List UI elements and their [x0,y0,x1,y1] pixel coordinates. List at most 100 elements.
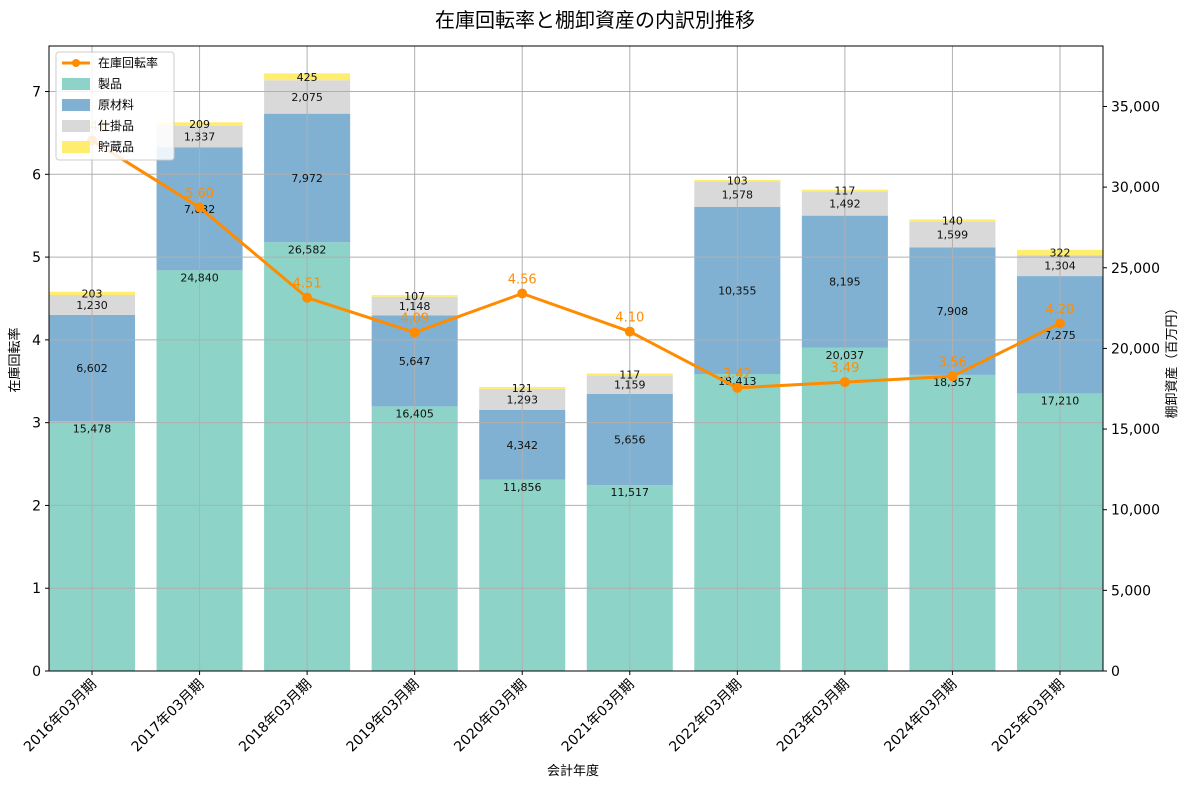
turnover-label-3: 4.09 [400,311,429,326]
y-tick-left-5: 5 [32,250,41,266]
x-tick-3: 2019年03月期 [344,677,423,756]
turnover-point-3 [409,327,420,338]
legend-line-marker [72,59,80,67]
turnover-label-7: 3.49 [830,361,859,376]
segment-label-2-1: 1,337 [184,130,216,143]
turnover-point-6 [732,382,743,393]
segment-label-1-3: 5,647 [399,355,431,368]
segment-label-3-9: 322 [1049,246,1070,259]
segment-label-3-5: 117 [619,368,640,381]
turnover-point-9 [1054,318,1065,329]
y-axis-label-left: 在庫回転率 [7,327,23,392]
segment-label-0-8: 18,357 [933,376,972,389]
segment-label-2-5: 1,159 [614,379,646,392]
turnover-label-9: 4.20 [1046,302,1075,317]
legend-label-line: 在庫回転率 [98,55,158,70]
segment-label-0-6: 18,413 [718,375,757,388]
segment-label-1-6: 10,355 [718,285,757,298]
segment-label-2-2: 2,075 [291,91,323,104]
y-tick-left-4: 4 [32,333,41,349]
segment-label-2-8: 1,599 [937,228,969,241]
segment-label-2-9: 1,304 [1044,260,1076,273]
segment-label-2-6: 1,578 [722,188,754,201]
x-tick-1: 2017年03月期 [129,677,208,756]
chart-title: 在庫回転率と棚卸資産の内訳別推移 [435,8,755,32]
y-tick-right-1: 5,000 [1111,583,1151,599]
plot-frame [48,45,1104,672]
legend-swatch-2 [62,120,90,132]
segment-label-0-7: 20,037 [826,349,865,362]
y-tick-left-1: 1 [32,581,41,597]
segment-label-1-9: 7,275 [1044,329,1076,342]
y-tick-left-6: 6 [32,167,41,183]
turnover-label-5: 4.10 [615,311,644,326]
segment-label-0-0: 15,478 [73,422,112,435]
legend-swatch-0 [62,78,90,90]
x-tick-0: 2016年03月期 [21,677,100,756]
x-tick-8: 2024年03月期 [881,677,960,756]
segment-label-3-4: 121 [512,382,533,395]
y-tick-left-3: 3 [32,416,41,432]
turnover-label-2: 4.51 [293,277,322,292]
segment-label-0-1: 24,840 [180,271,219,284]
segment-label-0-3: 16,405 [395,407,434,420]
segment-label-3-2: 425 [297,71,318,84]
segment-label-1-7: 8,195 [829,276,861,289]
segment-label-1-5: 5,656 [614,434,646,447]
segment-label-3-6: 103 [727,175,748,188]
x-tick-9: 2025年03月期 [989,677,1068,756]
segment-label-0-9: 17,210 [1041,394,1080,407]
turnover-label-8: 3.56 [938,355,967,370]
segment-label-3-0: 203 [82,287,103,300]
legend-label-1: 原材料 [98,98,134,112]
turnover-point-5 [624,326,635,337]
segment-label-3-3: 107 [404,290,425,303]
legend-swatch-3 [62,141,90,153]
x-tick-6: 2022年03月期 [666,677,745,756]
y-tick-left-0: 0 [32,664,41,680]
turnover-point-8 [947,371,958,382]
segment-label-0-5: 11,517 [611,486,650,499]
legend-label-2: 仕掛品 [98,118,134,133]
segment-label-2-7: 1,492 [829,198,861,211]
y-tick-right-2: 10,000 [1111,503,1160,519]
turnover-line [91,139,1061,390]
segment-label-2-3: 1,148 [399,300,431,313]
segment-label-0-2: 26,582 [288,243,327,256]
x-tick-4: 2020年03月期 [451,677,530,756]
y-tick-right-4: 20,000 [1111,341,1160,357]
segment-label-2-0: 1,230 [76,299,108,312]
segment-label-3-8: 140 [942,214,963,227]
turnover-point-4 [517,288,528,299]
y-tick-right-5: 25,000 [1111,261,1160,277]
turnover-label-6: 3.42 [723,367,752,382]
y-tick-right-7: 35,000 [1111,99,1160,115]
x-tick-7: 2023年03月期 [774,677,853,756]
y-tick-right-0: 0 [1111,664,1120,680]
y-tick-left-2: 2 [32,498,41,514]
x-axis-label: 会計年度 [547,763,599,779]
segment-label-1-4: 4,342 [506,439,538,452]
segment-label-1-2: 7,972 [291,172,323,185]
x-tick-2: 2018年03月期 [236,677,315,756]
legend-label-0: 製品 [98,77,122,91]
turnover-label-1: 5.60 [185,186,214,201]
segment-label-3-7: 117 [834,185,855,198]
x-tick-5: 2021年03月期 [559,677,638,756]
y-tick-left-7: 7 [32,85,41,101]
y-axis-label-right: 棚卸資産（百万円） [1164,301,1180,418]
legend-label-3: 貯蔵品 [98,140,134,154]
y-tick-right-3: 15,000 [1111,422,1160,438]
segment-label-1-0: 6,602 [76,362,108,375]
segment-label-2-4: 1,293 [506,393,538,406]
legend-swatch-1 [62,99,90,111]
segment-label-0-4: 11,856 [503,481,542,494]
turnover-point-1 [194,202,205,213]
y-tick-right-6: 30,000 [1111,180,1160,196]
turnover-label-4: 4.56 [508,273,537,288]
segment-label-3-1: 209 [189,118,210,131]
segment-label-1-8: 7,908 [937,305,969,318]
plot-area: 15,478 24,840 26,582 16,405 11,856 11,517 18,4… [21,45,1160,756]
